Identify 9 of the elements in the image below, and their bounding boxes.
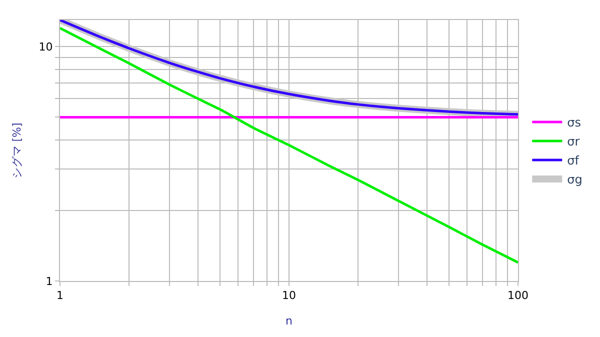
x-tick-label: 100: [508, 289, 528, 302]
x-tick-label: 1: [56, 289, 64, 302]
legend-label: σs: [567, 116, 582, 130]
legend-label: σr: [567, 134, 580, 149]
legend-label: σf: [567, 154, 580, 168]
x-tick-label: 10: [282, 289, 296, 302]
y-axis-title: シグマ [%]: [10, 122, 24, 178]
x-axis-title: n: [286, 314, 293, 328]
legend-label: σg: [567, 172, 582, 187]
